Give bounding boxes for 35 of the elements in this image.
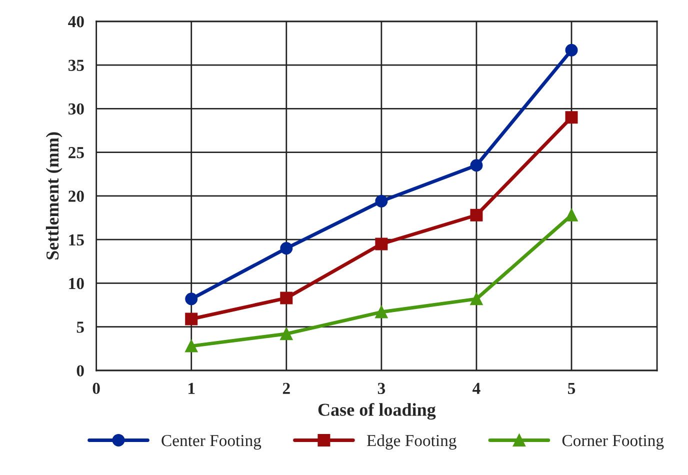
point [375,238,388,250]
point [280,292,293,304]
y-tick-label: 20 [68,190,84,202]
point [565,44,578,56]
y-tick-label: 35 [68,60,84,71]
y-tick-label: 5 [76,322,84,333]
legend-label: Corner Footing [562,435,664,450]
y-tick-label: 25 [68,147,84,158]
y-tick-label: 10 [69,278,84,290]
point [280,328,293,340]
y-tick-label: 15 [69,234,84,246]
x-tick-label: 1 [188,382,195,394]
point [280,242,293,255]
point [470,159,483,172]
y-tick-label: 30 [68,103,84,115]
y-axis-title: Settlement (mm) [46,132,62,260]
point [470,208,483,222]
point [185,340,198,352]
point [565,208,578,222]
x-tick-label: 5 [568,382,576,394]
x-tick-label: 3 [378,382,386,394]
x-tick-label: 2 [282,382,290,394]
x-tick-label: 4 [472,382,480,394]
point [375,306,388,318]
y-tick-label: 40 [68,16,84,28]
point [470,292,483,306]
point [185,312,198,326]
y-tick-label: 0 [76,365,84,376]
legend-label: Center Footing [162,435,262,450]
x-axis-title: Case of loading [318,402,436,420]
legend-label: Edge Footing [366,434,456,450]
point [185,292,198,306]
point [375,194,388,208]
x-tick-label: 0 [92,382,100,394]
point [565,111,578,124]
